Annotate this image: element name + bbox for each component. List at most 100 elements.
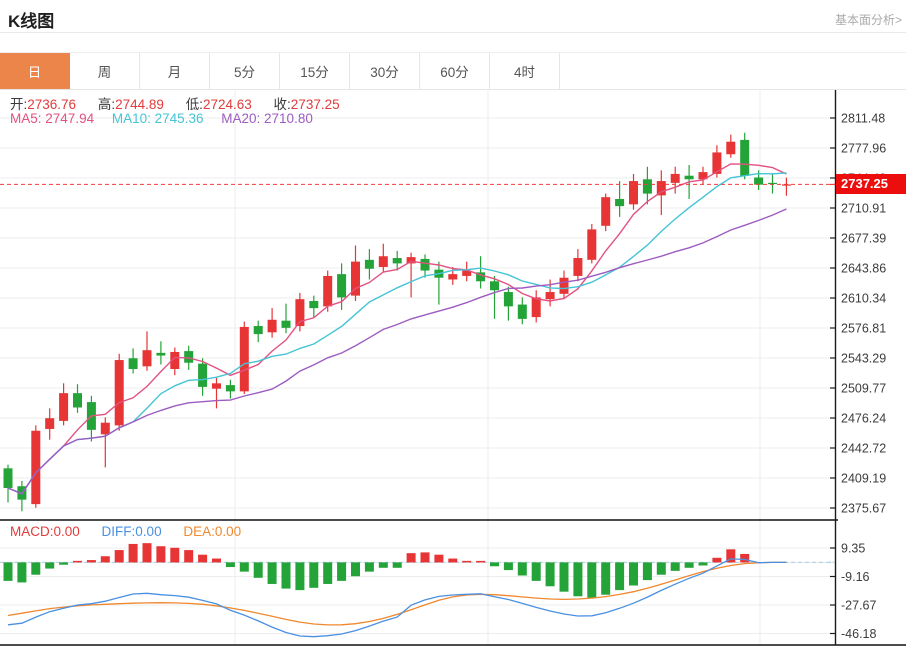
candle-body (128, 358, 138, 369)
candle-body (559, 277, 569, 294)
macd-bar (559, 562, 569, 592)
y-axis-label: 2610.34 (841, 292, 886, 306)
tab-month[interactable]: 月 (140, 53, 210, 89)
candle-body (462, 270, 472, 276)
candle-body (281, 320, 291, 328)
y-axis-label: 2643.86 (841, 262, 886, 276)
macd-bar (184, 550, 194, 563)
candle-body (337, 274, 347, 298)
candle-body (615, 198, 625, 207)
macd-label: MACD: (10, 524, 54, 539)
macd-bar (615, 562, 625, 591)
y-axis-label: 2811.48 (841, 112, 885, 126)
high-value: 2744.89 (115, 97, 164, 112)
macd-bar (531, 562, 541, 581)
macd-bar (434, 554, 444, 563)
ma10-label: MA10: (111, 111, 151, 126)
candle-body (59, 393, 69, 421)
macd-bar (323, 562, 333, 584)
macd-bar (86, 560, 96, 563)
candle-body (392, 258, 402, 264)
macd-axis-label: -9.16 (841, 570, 870, 584)
macd-bar (337, 562, 347, 581)
low-value: 2724.63 (202, 97, 252, 112)
tab-week[interactable]: 周 (70, 53, 140, 89)
macd-bar (73, 560, 82, 563)
candle-body (31, 430, 41, 505)
candle-body (198, 363, 208, 387)
macd-bar (378, 562, 388, 568)
tab-60min[interactable]: 60分 (420, 53, 490, 89)
y-axis-label: 2375.67 (841, 502, 886, 516)
y-axis-label: 2442.72 (841, 442, 886, 456)
candle-body (601, 197, 611, 226)
open-value: 2736.76 (27, 97, 77, 112)
page-title: K线图 (8, 12, 55, 31)
y-axis-label: 2476.24 (841, 412, 886, 426)
macd-bar (31, 562, 41, 575)
candle-body (378, 256, 388, 267)
ma-legend: MA5: 2747.94 MA10: 2745.36 MA20: 2710.80 (10, 111, 313, 126)
dea-value: 0.00 (214, 524, 242, 539)
macd-bar (392, 562, 402, 568)
macd-bar (128, 543, 138, 563)
tab-15min[interactable]: 15分 (280, 53, 350, 89)
candle-body (184, 351, 194, 363)
macd-bar (281, 562, 291, 589)
candle-body (45, 418, 55, 429)
candle-body (573, 258, 583, 276)
candle-body (156, 352, 166, 356)
candle-body (642, 179, 652, 194)
tab-30min[interactable]: 30分 (350, 53, 420, 89)
candle-body (73, 393, 82, 408)
macd-bar (212, 558, 221, 563)
macd-bar (573, 562, 583, 597)
candle-body (670, 173, 680, 183)
macd-bar (503, 562, 513, 571)
close-value: 2737.25 (290, 97, 340, 112)
candle-body (712, 152, 722, 174)
y-axis-label: 2677.39 (841, 232, 886, 246)
tab-5min[interactable]: 5分 (210, 53, 280, 89)
macd-bar (239, 562, 249, 572)
macd-bar (740, 553, 750, 563)
candle-body (629, 181, 638, 205)
dea-line (7, 561, 787, 626)
macd-axis-label: -46.18 (841, 627, 876, 641)
candle-body (517, 304, 527, 319)
macd-bar (670, 562, 680, 571)
macd-bar (406, 553, 416, 563)
tab-4hour[interactable]: 4时 (490, 53, 560, 89)
macd-bar (295, 562, 305, 591)
candle-body (684, 175, 694, 180)
macd-bar (3, 562, 13, 581)
candle-body (170, 351, 180, 369)
candle-body (587, 229, 597, 260)
macd-value: 0.00 (53, 524, 80, 539)
macd-bar (490, 562, 499, 567)
ma20-label: MA20: (221, 111, 261, 126)
macd-bar (225, 562, 235, 568)
candle-body (225, 385, 235, 392)
candle-body (212, 383, 221, 389)
high-label: 高: (97, 97, 116, 112)
candle-body (239, 326, 249, 392)
candle-body (420, 258, 430, 271)
fundamental-analysis-link[interactable]: 基本面分析> (834, 13, 902, 27)
candle-body (768, 182, 777, 185)
ma5-line (7, 163, 787, 495)
candle-body (754, 177, 764, 185)
candle-body (490, 281, 499, 291)
macd-bar (420, 552, 430, 563)
candle-body (406, 257, 416, 264)
macd-bar (156, 546, 166, 563)
open-label: 开: (10, 97, 28, 112)
ma5-label: MA5: (10, 111, 42, 126)
tab-day[interactable]: 日 (0, 53, 70, 89)
macd-bar (267, 562, 277, 584)
candle-body (323, 275, 333, 307)
ma10-value: 2745.36 (154, 111, 204, 126)
candle-body (142, 350, 152, 367)
